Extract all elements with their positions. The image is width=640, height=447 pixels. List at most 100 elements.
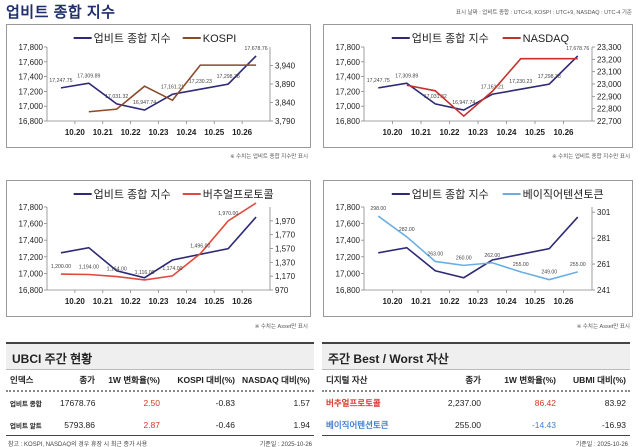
chart-legend: 업비트 종합 지수 NASDAQ	[391, 32, 570, 45]
data-label: 16,947.74	[133, 100, 156, 106]
y-right-tick-label: 241	[597, 286, 611, 295]
y-left-tick-label: 17,400	[336, 236, 361, 245]
data-label: 17,230.23	[509, 79, 532, 85]
x-tick-label: 10.20	[65, 128, 86, 137]
y-left-tick-label: 17,600	[336, 220, 361, 229]
chart-legend: 업비트 종합 지수 KOSPI	[73, 32, 236, 45]
data-label: 17,161.21	[481, 84, 504, 90]
chart-nasdaq-note: ※ 수치는 업비트 종합 지수만 표시	[551, 154, 630, 160]
data-label: 17,309.89	[77, 73, 100, 79]
best-worst-table: 주간 Best / Worst 자산 디지털 자산 종가 1W 변화율(%) U…	[322, 342, 630, 447]
x-tick-label: 10.25	[525, 297, 546, 306]
y-left-tick-label: 16,800	[19, 117, 44, 126]
data-label: 1,116.00	[135, 270, 155, 276]
series-line-ubci	[378, 55, 579, 111]
row-name: 버추얼프로토콜	[326, 398, 381, 408]
row-close: 17678.76	[60, 398, 96, 408]
table-row: 버추얼프로토콜 2,237.00 86.42 83.92	[322, 392, 630, 414]
y-left-tick-label: 16,800	[336, 117, 361, 126]
data-label: 1,194.00	[79, 265, 99, 271]
chart-virtual-protocol-note: ※ 수치는 Asset만 표시	[254, 324, 308, 330]
col-close: 종가	[465, 375, 481, 385]
y-left-tick-label: 17,200	[336, 253, 361, 262]
data-label: 263.00	[427, 251, 443, 257]
y-right-tick-label: 3,790	[275, 117, 296, 126]
data-label: 16,947.74	[452, 100, 475, 106]
y-left-tick-label: 17,600	[19, 58, 44, 67]
x-tick-label: 10.25	[204, 297, 225, 306]
data-label: 17,309.89	[395, 73, 418, 79]
col-asset: 디지털 자산	[326, 375, 368, 385]
series-line-nasdaq	[406, 57, 578, 118]
x-tick-label: 10.21	[411, 297, 432, 306]
ubci-table-footer: 참고 : KOSPI, NASDAQ의 경우 휴장 시 최근 종가 사용 기준일…	[6, 436, 314, 447]
col-index: 인덱스	[10, 375, 34, 385]
row-change: 2.87	[143, 419, 160, 430]
x-tick-label: 10.23	[468, 128, 489, 137]
data-label: 1,174.00	[162, 266, 182, 272]
x-tick-label: 10.22	[439, 297, 460, 306]
row-close: 2,237.00	[447, 398, 481, 408]
series-line-ubci	[60, 55, 257, 111]
best-worst-header: 디지털 자산 종가 1W 변화율(%) UBMI 대비(%)	[322, 369, 630, 392]
y-left-tick-label: 17,400	[19, 73, 44, 82]
row-change: 86.42	[534, 398, 556, 408]
data-label: 17,678.76	[245, 46, 268, 52]
row-name: 업비트 종합	[10, 401, 42, 408]
row-change: -14.43	[531, 419, 556, 430]
chart-kospi-note: ※ 수치는 업비트 종합 지수만 표시	[229, 154, 308, 160]
data-label: 17,247.75	[367, 78, 390, 84]
row-vs-nasdaq: 1.94	[293, 419, 310, 430]
series-line-ubci	[60, 216, 257, 279]
y-right-tick-label: 1,570	[275, 245, 296, 254]
ubci-weekly-table: UBCI 주간 현황 인덱스 종가 1W 변화율(%) KOSPI 대비(%) …	[6, 342, 314, 447]
x-tick-label: 10.24	[176, 297, 197, 306]
x-tick-label: 10.22	[121, 297, 142, 306]
chart-nasdaq-svg: 업비트 종합 지수 NASDAQ 16,800 17,000 17,200 17,400 1…	[336, 32, 622, 137]
y-left-tick-label: 17,200	[19, 253, 44, 262]
x-tick-label: 10.26	[553, 128, 574, 137]
x-tick-label: 10.21	[93, 128, 114, 137]
legend-label-0: 업비트 종합 지수	[94, 188, 171, 201]
y-right-tick-label: 22,800	[597, 105, 622, 114]
series-line-virtual	[60, 202, 257, 281]
x-tick-label: 10.22	[439, 128, 460, 137]
y-right-tick-label: 3,890	[275, 80, 296, 89]
x-tick-label: 10.21	[411, 128, 432, 137]
page-title: 업비트 종합 지수	[6, 4, 116, 21]
ubci-table-title: UBCI 주간 현황	[6, 342, 314, 369]
data-label: 282.00	[399, 227, 415, 233]
series-line-kospi	[88, 64, 257, 113]
y-right-tick-label: 22,700	[597, 117, 622, 126]
x-tick-label: 10.23	[148, 297, 169, 306]
x-tick-label: 10.25	[204, 128, 225, 137]
row-close: 255.00	[455, 419, 481, 430]
data-label: 1,164.00	[107, 267, 127, 273]
y-left-tick-label: 17,400	[336, 73, 361, 82]
x-tick-label: 10.24	[496, 128, 517, 137]
data-label: 17,247.75	[49, 78, 72, 84]
y-right-tick-label: 1,970	[275, 217, 296, 226]
y-left-tick-label: 16,800	[19, 286, 44, 295]
data-label: 1,496.00	[190, 244, 210, 250]
col-vs-kospi: KOSPI 대비(%)	[177, 375, 235, 385]
y-left-tick-label: 16,800	[336, 286, 361, 295]
data-label: 17,298.38	[538, 74, 561, 80]
y-left-tick-label: 17,000	[19, 102, 44, 111]
data-label: 298.00	[370, 206, 386, 212]
y-right-tick-label: 3,840	[275, 99, 296, 108]
chart-kospi: 업비트 종합 지수 KOSPI 16,800 17,000 17,200 17,400 17…	[6, 24, 311, 148]
data-label: 17,230.23	[189, 79, 212, 85]
col-close: 종가	[79, 375, 95, 385]
data-label: 17,678.76	[566, 46, 589, 52]
chart-kospi-svg: 업비트 종합 지수 KOSPI 16,800 17,000 17,200 17,400 17…	[19, 32, 296, 137]
data-label: 262.00	[484, 253, 500, 259]
legend-label-1: 베이직어텐션토큰	[523, 188, 604, 201]
y-left-tick-label: 17,000	[336, 269, 361, 278]
table-row: 베이직어텐션토큰 255.00 -14.43 -16.93	[322, 414, 630, 436]
y-right-tick-label: 1,770	[275, 231, 296, 240]
y-right-tick-label: 3,940	[275, 62, 296, 71]
chart-legend: 업비트 종합 지수 베이직어텐션토큰	[391, 188, 604, 201]
y-left-tick-label: 17,800	[19, 43, 44, 52]
table-row: 업비트 알트 5793.86 2.87 -0.46 1.94	[6, 414, 314, 436]
